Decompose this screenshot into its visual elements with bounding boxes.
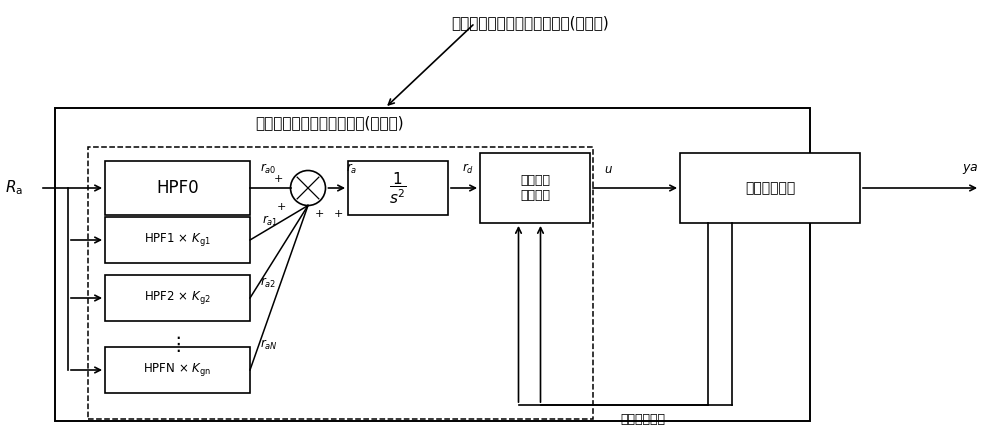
Text: HPF2 × $K_\mathrm{g2}$: HPF2 × $K_\mathrm{g2}$: [144, 289, 211, 307]
Text: ⋮: ⋮: [168, 334, 188, 354]
Text: HPF0: HPF0: [156, 179, 199, 197]
Text: 频域分段加速度伺服控制方法(并联式): 频域分段加速度伺服控制方法(并联式): [451, 15, 609, 30]
Text: $u$: $u$: [604, 163, 613, 176]
FancyBboxPatch shape: [55, 108, 810, 421]
Text: +: +: [334, 210, 343, 219]
Text: +: +: [274, 174, 284, 184]
FancyBboxPatch shape: [480, 153, 590, 223]
FancyBboxPatch shape: [105, 275, 250, 321]
Text: $r_{d}$: $r_{d}$: [462, 162, 474, 176]
FancyBboxPatch shape: [348, 161, 448, 215]
Text: 位移伺服
控制方法: 位移伺服 控制方法: [520, 174, 550, 202]
FancyBboxPatch shape: [680, 153, 860, 223]
FancyBboxPatch shape: [105, 161, 250, 215]
Text: $r_{a}$: $r_{a}$: [346, 162, 357, 176]
Text: $r_{a2}$: $r_{a2}$: [260, 276, 276, 290]
Text: $\dfrac{1}{s^2}$: $\dfrac{1}{s^2}$: [389, 170, 407, 206]
Text: 频域分段加速度伺服控制器(并联式): 频域分段加速度伺服控制器(并联式): [255, 116, 404, 131]
Text: $ya$: $ya$: [962, 162, 979, 176]
FancyBboxPatch shape: [105, 217, 250, 263]
Text: $r_{a0}$: $r_{a0}$: [260, 162, 277, 176]
Text: HPFN × $K_\mathrm{gn}$: HPFN × $K_\mathrm{gn}$: [143, 361, 212, 378]
FancyBboxPatch shape: [105, 347, 250, 393]
Text: $R_\mathrm{a}$: $R_\mathrm{a}$: [5, 179, 23, 197]
Text: HPF1 × $K_\mathrm{g1}$: HPF1 × $K_\mathrm{g1}$: [144, 232, 211, 249]
Text: 状态反馈信号: 状态反馈信号: [620, 413, 665, 426]
Text: +: +: [277, 202, 287, 212]
Text: $r_{a1}$: $r_{a1}$: [262, 214, 278, 228]
Text: +: +: [315, 210, 324, 219]
Text: $r_{aN}$: $r_{aN}$: [260, 338, 278, 352]
Text: 振动系统硬件: 振动系统硬件: [745, 181, 795, 195]
